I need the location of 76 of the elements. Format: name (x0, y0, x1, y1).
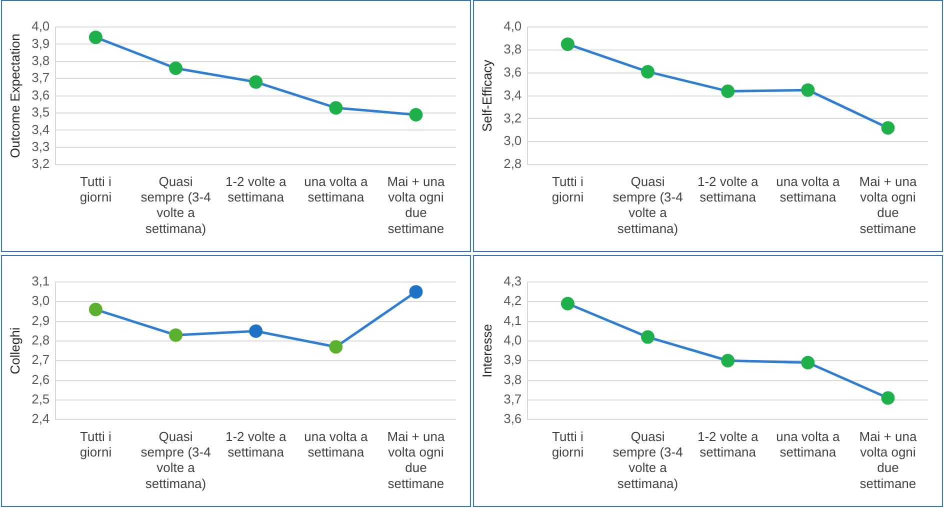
point (721, 354, 735, 368)
point (721, 84, 735, 98)
x-tick-label: una volta a settimana (776, 428, 840, 460)
x-tick-label: Mai + una volta ogni due settimane (387, 174, 446, 236)
point (169, 62, 183, 76)
x-tick-label: 1-2 volte a settimana (225, 174, 287, 205)
x-tick-label: Tutti i giorni (80, 428, 112, 460)
x-tick-label: Quasi sempre (3-4 volte a settimana) (140, 428, 211, 491)
x-tick-label: Quasi sempre (3-4 volte a settimana) (140, 174, 211, 236)
x-tick-label: Tutti i giorni (80, 174, 112, 205)
x-tick-label: Mai + una volta ogni due settimane (859, 428, 918, 491)
y-tick-label: 2,9 (32, 312, 50, 328)
y-axis-title: Outcome Expectation (7, 34, 22, 158)
point (88, 30, 102, 44)
x-tick-label: 1-2 volte a settimana (697, 428, 759, 460)
point (560, 37, 574, 51)
y-tick-label: 3,3 (32, 138, 50, 154)
y-tick-label: 3,7 (504, 392, 522, 407)
y-tick-label: 3,2 (504, 110, 522, 126)
y-tick-label: 2,6 (32, 372, 50, 387)
point (641, 330, 655, 344)
x-tick-label: Mai + una volta ogni due settimane (387, 428, 446, 491)
y-tick-label: 3,4 (504, 87, 522, 102)
y-tick-label: 2,8 (32, 332, 50, 348)
y-tick-label: 3,1 (32, 274, 50, 289)
x-tick-label: una volta a settimana (776, 174, 840, 205)
y-tick-label: 3,8 (32, 52, 50, 68)
y-tick-label: 2,7 (32, 352, 50, 368)
y-tick-label: 3,6 (32, 87, 50, 102)
x-tick-label: Tutti i giorni (552, 428, 584, 460)
y-tick-label: 3,7 (32, 70, 50, 86)
y-tick-label: 3,6 (504, 64, 522, 80)
x-tick-label: Tutti i giorni (552, 174, 584, 205)
y-tick-label: 3,0 (32, 293, 50, 308)
y-tick-label: 4,0 (504, 332, 522, 348)
y-tick-label: 3,9 (504, 352, 522, 368)
x-tick-label: Quasi sempre (3-4 volte a settimana) (612, 428, 683, 491)
y-tick-label: 3,8 (504, 42, 522, 57)
y-tick-label: 2,5 (32, 392, 50, 407)
y-axis-title: Colleghi (7, 327, 22, 374)
y-tick-label: 2,8 (504, 156, 522, 172)
y-tick-label: 3,8 (504, 372, 522, 387)
x-tick-label: 1-2 volte a settimana (225, 428, 287, 460)
x-tick-label: Mai + una volta ogni due settimane (859, 174, 918, 236)
point (801, 356, 815, 370)
point (641, 64, 655, 78)
point (881, 121, 895, 135)
point (560, 296, 574, 310)
y-tick-label: 4,0 (504, 18, 522, 34)
y-tick-label: 4,1 (504, 312, 522, 328)
x-tick-label: una volta a settimana (304, 428, 368, 460)
point (169, 328, 183, 342)
y-tick-label: 3,5 (32, 104, 50, 120)
y-tick-label: 4,0 (32, 18, 50, 34)
y-tick-label: 4,3 (504, 274, 522, 289)
point (409, 285, 423, 299)
point (409, 108, 423, 122)
point (249, 324, 263, 338)
point (801, 83, 815, 97)
point (88, 302, 102, 316)
point (881, 391, 895, 405)
y-tick-label: 3,6 (504, 411, 522, 426)
y-tick-label: 3,2 (32, 156, 50, 172)
y-tick-label: 4,2 (504, 293, 522, 308)
y-tick-label: 3,0 (504, 133, 522, 148)
point (329, 101, 343, 115)
point (249, 75, 263, 89)
x-tick-label: Quasi sempre (3-4 volte a settimana) (612, 174, 683, 236)
x-tick-label: una volta a settimana (304, 174, 368, 205)
y-tick-label: 3,4 (32, 122, 50, 137)
point (329, 340, 343, 354)
y-tick-label: 3,9 (32, 36, 50, 51)
y-tick-label: 2,4 (32, 411, 50, 426)
y-axis-title: Interesse (479, 324, 494, 378)
x-tick-label: 1-2 volte a settimana (697, 174, 759, 205)
y-axis-title: Self-Efficacy (479, 59, 494, 132)
